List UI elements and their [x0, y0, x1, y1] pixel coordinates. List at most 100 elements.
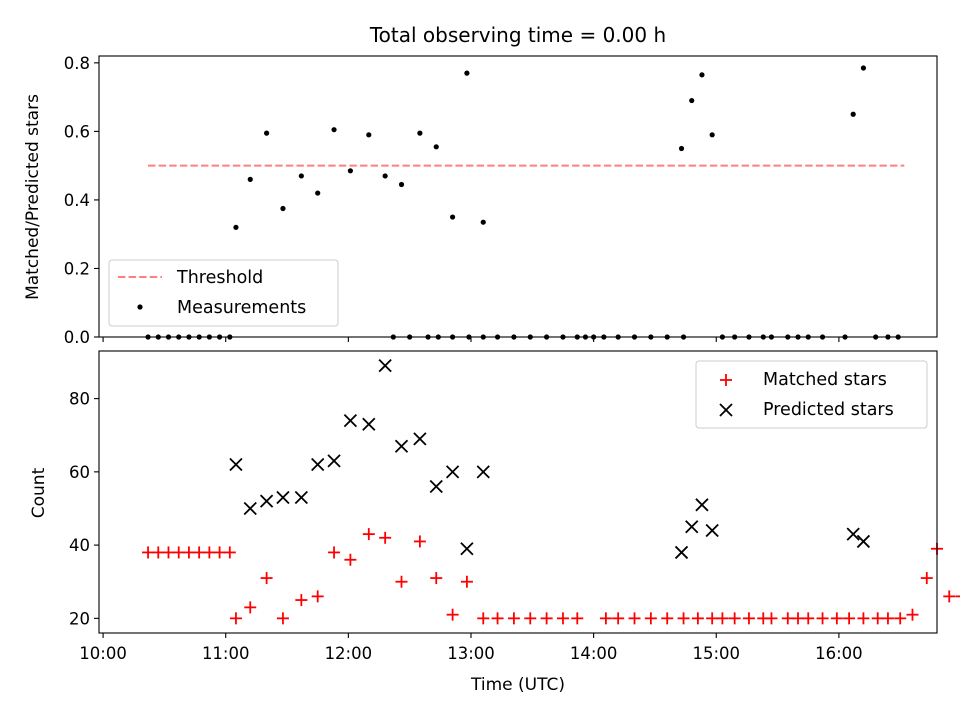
x-tick-label: 11:00: [202, 644, 250, 663]
legend-measurements-label: Measurements: [177, 298, 306, 318]
measurement-point: [331, 127, 337, 133]
matched-star-point: [152, 546, 165, 559]
count-y-axis-label: Count: [29, 467, 49, 518]
y-tick-label: 0.4: [64, 191, 90, 210]
y-tick-label: 0.2: [64, 259, 90, 278]
matched-star-point: [843, 612, 856, 625]
matched-star-point: [142, 546, 155, 559]
y-tick-label: 0.6: [64, 122, 90, 141]
predicted-star-point: [856, 534, 871, 549]
count-legend-box: [695, 360, 928, 429]
ratio-x-ticks: [102, 337, 840, 342]
matched-star-point: [857, 612, 870, 625]
measurement-point: [398, 181, 405, 188]
matched-star-point: [792, 612, 805, 625]
x-tick-label: 16:00: [815, 644, 863, 663]
measurement-point: [264, 130, 270, 136]
count-axes-frame: [98, 350, 938, 634]
matched-star-point: [460, 575, 473, 588]
matched-star-point: [677, 612, 690, 625]
measurement-point: [850, 111, 856, 117]
predicted-star-point: [229, 457, 243, 472]
y-tick-label: 0.0: [64, 328, 90, 347]
matched-star-point: [644, 612, 657, 625]
predicted-star-point: [685, 520, 699, 534]
measurement-point: [678, 145, 685, 152]
matched-star-point: [430, 572, 443, 585]
measurement-point: [464, 70, 470, 76]
predicted-star-point: [276, 490, 290, 505]
measurement-point: [298, 173, 304, 179]
matched-star-point: [524, 612, 537, 625]
predicted-star-point: [413, 432, 427, 446]
count-y-axis: 20 40 60 80: [69, 390, 99, 628]
matched-star-point: [894, 612, 907, 625]
measurement-point: [233, 224, 239, 230]
predicted-star-point: [343, 413, 358, 428]
measurement-point: [699, 72, 705, 78]
predicted-star-point: [705, 523, 719, 538]
matched-star-point: [571, 612, 584, 625]
x-tick-label: 15:00: [692, 644, 740, 663]
measurement-point: [417, 130, 423, 136]
matched-star-point: [816, 612, 829, 625]
predicted-star-point: [362, 417, 376, 431]
measurement-point: [315, 190, 321, 196]
matched-star-point: [413, 535, 426, 548]
measurement-point: [433, 144, 439, 150]
matched-star-point: [491, 612, 504, 625]
matched-star-point: [260, 572, 273, 585]
count-legend: Matched stars Predicted stars: [695, 360, 928, 429]
matched-star-point: [213, 546, 226, 559]
legend-matched-label: Matched stars: [763, 370, 887, 390]
predicted-star-point: [378, 359, 392, 373]
matched-star-point: [871, 612, 884, 625]
predicted-star-point: [846, 527, 860, 541]
ratio-legend: Threshold Measurements: [108, 259, 339, 327]
ratio-panel: 0.00.20.40.60.8 Matched/Predicted stars …: [23, 54, 938, 347]
count-marks: [142, 359, 960, 625]
ratio-y-axis: 0.0 0.2 0.4 0.6 0.8: [64, 54, 99, 347]
matched-star-point: [540, 612, 553, 625]
measurement-point: [709, 132, 715, 138]
matched-star-point: [765, 612, 778, 625]
predicted-star-point: [259, 494, 274, 508]
matched-star-point: [661, 612, 674, 625]
legend-matched-swatch: [720, 374, 732, 386]
x-tick-label: 14:00: [570, 644, 618, 663]
measurement-point: [449, 214, 456, 220]
matched-star-point: [706, 612, 719, 625]
matched-star-point: [229, 612, 242, 625]
predicted-star-point: [695, 498, 709, 512]
matched-star-point: [612, 612, 625, 625]
predicted-star-point: [674, 545, 689, 560]
ratio-axes-frame: [98, 55, 938, 338]
predicted-star-point: [394, 439, 409, 453]
x-axis-label: Time (UTC): [470, 675, 565, 695]
matched-star-point: [182, 546, 195, 559]
matched-star-point: [223, 546, 236, 559]
matched-star-point: [881, 612, 894, 625]
matched-star-point: [716, 612, 729, 625]
measurement-point: [860, 65, 867, 71]
measurement-point: [689, 97, 695, 104]
matched-star-point: [295, 594, 308, 607]
matched-star-point: [379, 531, 392, 544]
matched-star-point: [344, 553, 357, 566]
matched-star-point: [943, 590, 956, 603]
measurement-point: [382, 173, 388, 179]
measurement-point: [247, 176, 253, 182]
matched-star-point: [362, 528, 375, 541]
legend-measurements-swatch: [137, 304, 143, 310]
matched-star-point: [556, 612, 569, 625]
legend-predicted-swatch: [719, 403, 733, 417]
matched-star-point: [276, 612, 289, 625]
matched-star-point: [920, 572, 933, 585]
predicted-star-point: [429, 479, 443, 494]
matched-star-point: [781, 612, 794, 625]
matched-star-point: [507, 612, 520, 625]
matched-star-point: [691, 612, 704, 625]
predicted-star-point: [294, 490, 308, 505]
